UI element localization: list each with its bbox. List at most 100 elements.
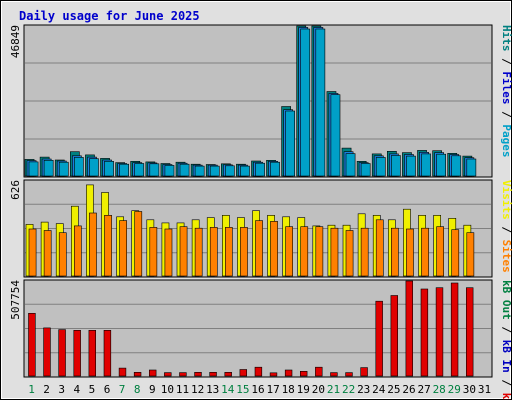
bar-sites-day-12 xyxy=(194,227,203,277)
bar-sites-day-8 xyxy=(134,211,143,277)
bar-sites-day-18 xyxy=(285,226,294,277)
bar-pages-day-19 xyxy=(300,28,311,177)
day-label-21: 21 xyxy=(327,383,340,396)
bar-sites-day-5 xyxy=(89,212,97,277)
day-label-27: 27 xyxy=(417,383,430,396)
bar-pages-day-28 xyxy=(436,153,447,177)
bar-pages-day-20 xyxy=(315,28,326,177)
bar-pages-day-4 xyxy=(74,157,84,177)
bar-kb-f-day-21 xyxy=(330,372,338,377)
bar-kb-f-day-30 xyxy=(465,287,474,377)
day-label-15: 15 xyxy=(236,383,249,396)
day-label-11: 11 xyxy=(176,383,189,396)
bar-sites-day-4 xyxy=(74,225,82,277)
bar-kb-f-day-29 xyxy=(450,282,459,377)
bar-pages-day-3 xyxy=(58,161,69,177)
bar-pages-day-11 xyxy=(179,163,190,177)
bar-sites-day-23 xyxy=(360,227,369,277)
bar-sites-day-11 xyxy=(179,226,188,277)
bar-pages-day-22 xyxy=(345,153,356,177)
day-label-3: 3 xyxy=(58,383,65,396)
day-label-14: 14 xyxy=(221,383,235,396)
bar-kb-f-day-17 xyxy=(269,372,278,377)
bar-kb-f-day-4 xyxy=(73,329,81,377)
bar-kb-f-day-13 xyxy=(209,371,217,377)
day-label-29: 29 xyxy=(448,383,461,396)
bar-sites-day-25 xyxy=(390,227,399,277)
bar-sites-day-26 xyxy=(406,228,414,277)
panel-hits-max-label: 46849 xyxy=(9,25,22,58)
bar-pages-day-6 xyxy=(104,161,114,177)
bar-pages-day-21 xyxy=(330,94,341,177)
day-label-12: 12 xyxy=(191,383,204,396)
bar-sites-day-21 xyxy=(330,227,339,277)
bar-pages-day-12 xyxy=(194,165,205,177)
bar-kb-f-day-26 xyxy=(405,280,413,377)
bar-sites-day-13 xyxy=(209,227,218,277)
legend-text: Visits xyxy=(500,180,512,220)
bar-kb-f-day-14 xyxy=(224,371,232,377)
legend-text: kB Out xyxy=(500,280,512,320)
bar-pages-day-9 xyxy=(149,163,160,177)
day-label-4: 4 xyxy=(73,383,80,396)
bar-pages-day-14 xyxy=(225,165,235,177)
bar-kb-f-day-25 xyxy=(390,295,398,377)
panel-hits-legend-label: Hits / Files / Pages xyxy=(500,25,512,158)
legend-text: / xyxy=(500,52,512,72)
x-axis-labels: 1 2 3 4 5 6 7 8 9 10 11 12 13 14 15 16 17 18 19 20 21 22 23 24 2… xyxy=(28,383,491,396)
bar-kb-f-day-1 xyxy=(28,312,36,377)
bar-pages-day-8 xyxy=(134,163,145,177)
bar-pages-day-13 xyxy=(209,165,220,177)
day-label-16: 16 xyxy=(251,383,264,396)
bar-sites-day-2 xyxy=(43,230,52,277)
bar-sites-day-15 xyxy=(240,227,248,277)
day-label-6: 6 xyxy=(104,383,111,396)
bar-sites-day-9 xyxy=(149,227,158,277)
day-label-30: 30 xyxy=(463,383,476,396)
bar-kb-f-day-24 xyxy=(375,300,383,377)
bar-kb-f-day-18 xyxy=(284,369,293,377)
bar-kb-f-day-8 xyxy=(133,371,142,377)
panel-kb-legend-label: kB Out / kB In / kB F xyxy=(500,280,512,400)
bar-pages-day-15 xyxy=(240,165,250,177)
panel-hits: 46849 Hits / Files / Pages xyxy=(9,24,512,178)
panel-kb-max-label: 507754 xyxy=(9,280,22,320)
panel-kb: 507754 kB Out / kB In / kB F xyxy=(9,279,512,400)
bar-kb-f-day-22 xyxy=(345,372,353,377)
bar-sites-day-7 xyxy=(119,220,127,277)
bar-sites-day-30 xyxy=(466,232,475,277)
bar-sites-day-27 xyxy=(421,227,429,277)
bar-pages-day-24 xyxy=(375,157,386,177)
bar-pages-day-17 xyxy=(270,161,280,177)
bar-kb-f-day-15 xyxy=(239,369,247,377)
panel-visits-legend-label: Visits / Sites xyxy=(500,180,512,273)
bar-kb-f-day-16 xyxy=(254,366,263,377)
bar-sites-day-24 xyxy=(375,219,384,277)
legend-text: kB In xyxy=(500,340,512,373)
day-label-7: 7 xyxy=(119,383,126,396)
chart-title: Daily usage for June 2025 xyxy=(19,9,200,23)
bar-sites-day-17 xyxy=(270,221,278,277)
bar-pages-day-16 xyxy=(255,162,265,177)
legend-text: Sites xyxy=(500,240,512,273)
bar-kb-f-day-20 xyxy=(315,366,323,377)
bar-pages-day-26 xyxy=(406,155,416,177)
bar-pages-day-5 xyxy=(89,158,99,177)
bar-kb-f-day-12 xyxy=(194,371,202,377)
day-label-22: 22 xyxy=(342,383,355,396)
panel-visits: 626 Visits / Sites xyxy=(9,179,512,278)
legend-text: Files xyxy=(500,71,512,104)
bar-pages-day-29 xyxy=(451,155,462,177)
bar-kb-f-day-6 xyxy=(103,329,112,377)
bar-kb-f-day-2 xyxy=(43,327,51,377)
bar-pages-day-1 xyxy=(28,161,39,177)
legend-text: Hits xyxy=(500,25,512,52)
day-label-23: 23 xyxy=(357,383,370,396)
bar-sites-day-22 xyxy=(345,230,354,277)
legend-text: / xyxy=(500,320,512,340)
series-sites xyxy=(28,211,475,277)
bar-pages-day-2 xyxy=(43,160,54,177)
bar-kb-f-day-5 xyxy=(88,329,97,377)
day-label-5: 5 xyxy=(89,383,96,396)
